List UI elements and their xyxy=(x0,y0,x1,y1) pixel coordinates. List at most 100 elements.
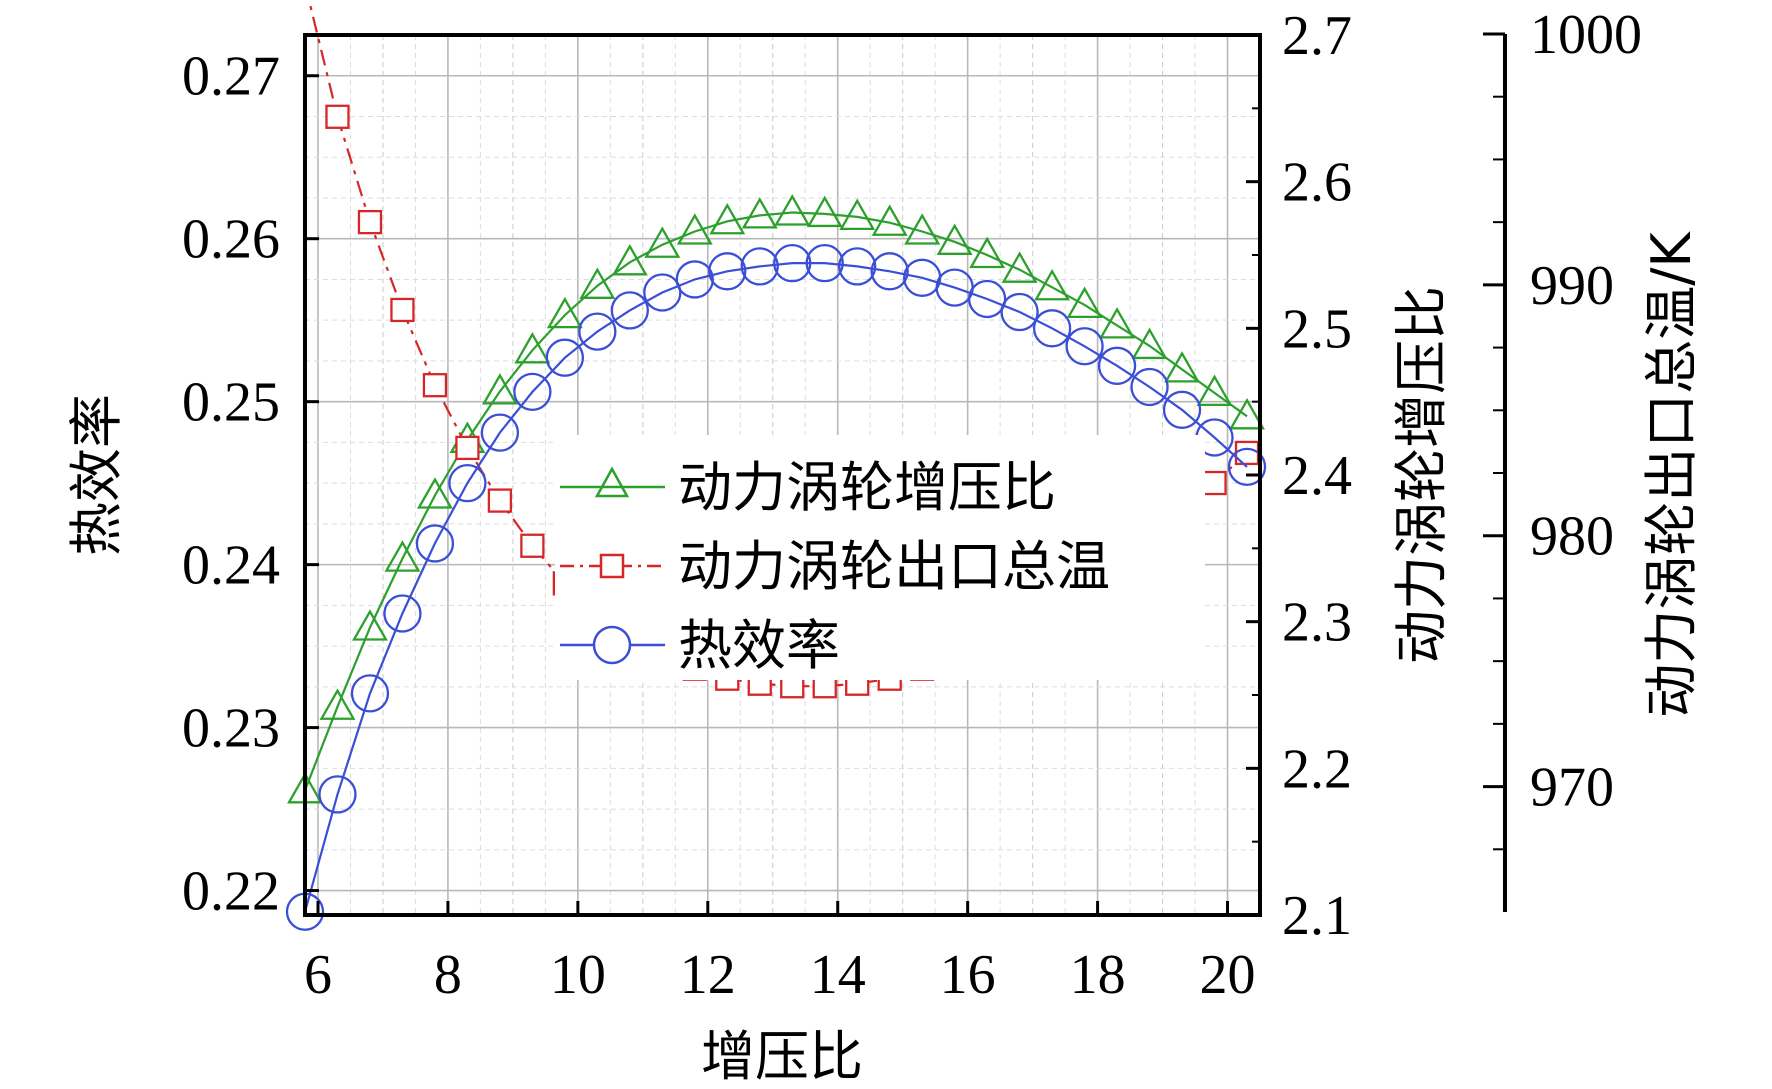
data-point-triangle xyxy=(1164,351,1201,383)
legend-triangle-marker xyxy=(594,466,630,498)
series-2 xyxy=(285,243,1267,931)
y-left-tick-label: 0.22 xyxy=(182,861,280,923)
data-point-circle xyxy=(1130,367,1169,407)
y-right1-axis-title: 动力涡轮增压比 xyxy=(1390,286,1453,664)
data-point-triangle xyxy=(676,213,713,245)
data-point-triangle xyxy=(384,540,421,572)
data-point-square xyxy=(520,533,545,558)
data-point-circle xyxy=(578,312,617,351)
data-point-circle xyxy=(773,243,812,283)
legend-circle-marker xyxy=(592,625,632,665)
data-point-square xyxy=(390,297,415,323)
data-point-circle xyxy=(740,247,779,286)
data-point-circle xyxy=(805,243,844,283)
legend-label: 动力涡轮增压比 xyxy=(678,456,1056,519)
y-right1-tick-label: 2.4 xyxy=(1282,445,1352,507)
data-point-triangle xyxy=(644,226,681,258)
x-tick-label: 6 xyxy=(304,944,332,1006)
data-point-square xyxy=(1202,470,1227,496)
data-point-triangle xyxy=(871,204,908,236)
data-point-triangle xyxy=(1001,251,1038,283)
data-point-triangle xyxy=(481,373,518,405)
data-point-triangle xyxy=(839,198,876,231)
data-point-triangle xyxy=(611,244,648,276)
data-point-circle xyxy=(448,463,487,503)
y-left-tick-label: 0.25 xyxy=(182,372,280,434)
x-tick-label: 10 xyxy=(550,944,606,1006)
x-tick-label: 16 xyxy=(940,944,996,1006)
data-point-triangle xyxy=(741,197,778,229)
data-point-square xyxy=(357,209,383,235)
data-point-triangle xyxy=(904,213,941,245)
data-point-circle xyxy=(545,338,585,377)
x-tick-label: 8 xyxy=(434,944,462,1006)
data-point-triangle xyxy=(416,477,453,509)
y-right2-tick-label: 980 xyxy=(1530,506,1614,568)
y-right1-tick-label: 2.2 xyxy=(1282,738,1352,800)
y-right1-tick-label: 2.5 xyxy=(1282,298,1352,360)
data-point-triangle xyxy=(806,195,843,228)
data-point-circle xyxy=(350,674,390,713)
legend-label: 动力涡轮出口总温 xyxy=(678,535,1110,598)
data-point-triangle xyxy=(1131,327,1168,360)
data-point-circle xyxy=(610,291,649,330)
data-point-square xyxy=(455,435,480,461)
data-point-circle xyxy=(383,594,422,633)
data-point-circle xyxy=(1000,292,1039,332)
data-point-circle xyxy=(870,252,909,291)
data-point-circle xyxy=(513,372,552,412)
y-right2-tick-label: 1000 xyxy=(1530,4,1642,66)
y-right2-tick-label: 970 xyxy=(1530,757,1614,819)
legend: 动力涡轮增压比 动力涡轮出口总温 热效率 xyxy=(555,435,1205,680)
data-point-triangle xyxy=(969,236,1006,269)
data-point-triangle xyxy=(319,688,356,720)
x-tick-label: 12 xyxy=(680,944,736,1006)
data-point-circle xyxy=(1162,390,1202,429)
legend-item-thermal-efficiency: 热效率 xyxy=(560,614,840,677)
y-right1-tick-label: 2.7 xyxy=(1282,5,1352,67)
data-point-circle xyxy=(1065,327,1104,366)
data-point-circle xyxy=(838,247,877,286)
legend-item-pressure-ratio: 动力涡轮增压比 xyxy=(560,456,1056,519)
data-point-triangle xyxy=(1099,307,1136,339)
data-point-triangle xyxy=(546,296,583,329)
data-point-circle xyxy=(1227,447,1267,487)
y-left-tick-label: 0.24 xyxy=(182,535,280,597)
data-point-circle xyxy=(967,279,1007,319)
x-tick-label: 18 xyxy=(1070,944,1126,1006)
legend-item-outlet-temperature: 动力涡轮出口总温 xyxy=(560,535,1110,598)
data-point-circle xyxy=(415,524,455,563)
data-point-triangle xyxy=(709,202,746,235)
data-point-circle xyxy=(643,273,682,312)
data-point-square xyxy=(487,488,513,513)
data-point-triangle xyxy=(514,332,551,364)
legend-square-marker xyxy=(599,553,625,579)
data-point-triangle xyxy=(936,223,973,255)
data-point-triangle xyxy=(1196,374,1233,407)
axes-layer: 0.22 0.23 0.24 0.25 0.26 0.27 6 8 10 12 14 16 18 20 2.… xyxy=(182,4,1642,1006)
data-point-triangle xyxy=(1066,286,1103,319)
data-point-circle xyxy=(1097,346,1137,385)
x-tick-label: 20 xyxy=(1200,944,1256,1006)
data-point-triangle xyxy=(579,267,616,299)
data-point-circle xyxy=(675,260,714,299)
x-axis-title: 增压比 xyxy=(701,1025,863,1088)
y-right1-tick-label: 2.1 xyxy=(1282,885,1352,947)
y-right1-tick-label: 2.6 xyxy=(1282,152,1352,214)
data-point-square xyxy=(422,373,448,398)
data-point-circle xyxy=(1032,309,1072,348)
data-point-triangle xyxy=(1229,398,1265,430)
data-point-square xyxy=(325,104,350,129)
data-point-circle xyxy=(708,252,747,291)
data-point-triangle xyxy=(351,609,388,641)
series-line xyxy=(303,262,1248,912)
y-right1-tick-label: 2.3 xyxy=(1282,592,1352,654)
y-left-tick-label: 0.23 xyxy=(182,698,280,760)
data-point-triangle xyxy=(1034,268,1071,301)
y-left-tick-label: 0.27 xyxy=(182,46,280,108)
data-point-circle xyxy=(318,775,357,814)
x-tick-label: 14 xyxy=(810,944,866,1006)
legend-background xyxy=(555,435,1205,680)
y-right2-axis-title: 动力涡轮出口总温/K xyxy=(1640,231,1703,718)
